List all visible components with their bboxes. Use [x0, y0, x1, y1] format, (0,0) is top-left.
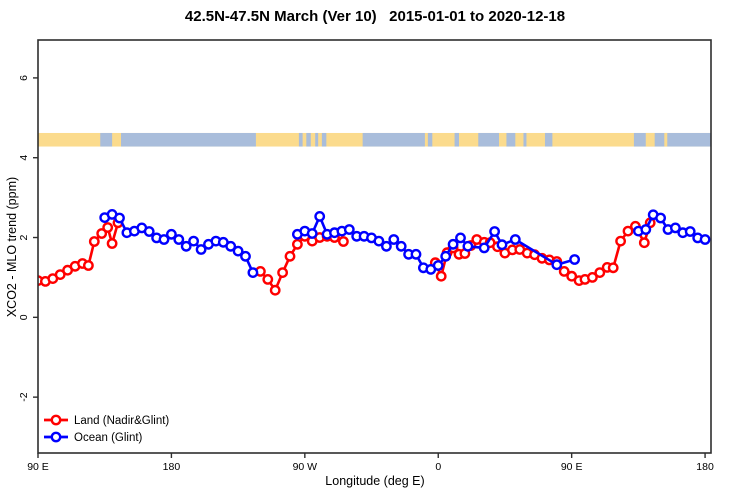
- band-ocean-segment: [321, 132, 327, 147]
- data-point-ocean: [240, 250, 251, 262]
- data-point-land: [277, 267, 288, 278]
- data-point-ocean: [655, 212, 666, 224]
- band-ocean-segment: [633, 132, 711, 147]
- x-axis: 90 E 180 90 W 0 90 E 180: [27, 453, 714, 473]
- data-point-land: [262, 273, 274, 285]
- data-point-ocean: [455, 232, 466, 244]
- y-tick-label: 6: [18, 75, 30, 81]
- band-ocean-segment: [427, 132, 433, 147]
- data-point-ocean: [306, 228, 318, 239]
- data-point-ocean: [388, 234, 400, 245]
- y-tick-label: 0: [18, 314, 30, 320]
- band-land-patch: [645, 132, 655, 147]
- data-point-ocean: [373, 235, 385, 247]
- data-point-ocean: [114, 212, 125, 224]
- y-tick-label: -2: [18, 392, 30, 401]
- data-point-ocean: [314, 210, 326, 222]
- data-point-ocean: [496, 239, 508, 251]
- data-point-land: [96, 228, 108, 239]
- band-ocean-segment: [100, 132, 113, 147]
- data-point-ocean: [509, 234, 521, 245]
- data-point-ocean: [232, 245, 244, 257]
- data-point-ocean: [478, 242, 490, 254]
- series-ocean: [99, 208, 711, 278]
- data-point-ocean: [410, 248, 422, 260]
- chart-title: 42.5N-47.5N March (Ver 10) 2015-01-01 to…: [184, 8, 566, 25]
- band-ocean-segment: [544, 132, 553, 147]
- data-point-land: [607, 262, 619, 274]
- x-axis-label: Longitude (deg E): [325, 474, 425, 488]
- data-point-ocean: [158, 234, 170, 245]
- data-point-land: [54, 269, 66, 280]
- legend-marker-ocean: [50, 431, 62, 443]
- data-point-ocean: [173, 234, 185, 245]
- legend-label-ocean: Ocean (Glint): [74, 432, 143, 444]
- data-point-land: [106, 238, 118, 249]
- data-point-land: [102, 222, 114, 233]
- band-land-patch: [664, 132, 668, 147]
- legend-marker-land: [50, 414, 62, 426]
- data-point-land: [587, 271, 598, 283]
- x-tick-label: 180: [163, 461, 181, 473]
- data-point-ocean: [143, 226, 155, 237]
- band-ocean-segment: [362, 132, 425, 147]
- band-ocean-segment: [298, 132, 303, 147]
- data-point-ocean: [551, 259, 563, 271]
- data-point-land: [566, 270, 578, 282]
- data-point-land: [88, 236, 100, 247]
- plot-border: [37, 39, 712, 454]
- data-point-ocean: [432, 260, 444, 271]
- band-ocean-segment: [306, 132, 311, 147]
- data-point-land: [83, 260, 94, 271]
- data-point-ocean: [225, 240, 237, 252]
- band-ocean-segment: [523, 132, 527, 147]
- data-point-ocean: [247, 267, 259, 278]
- band-ocean-segment: [478, 132, 500, 147]
- data-point-ocean: [699, 234, 711, 245]
- data-point-land: [284, 250, 296, 262]
- data-point-land: [638, 237, 650, 249]
- data-point-ocean: [462, 240, 474, 252]
- y-axis-label: XCO2 - MLO trend (ppm): [5, 176, 19, 318]
- data-point-ocean: [165, 228, 177, 240]
- x-tick-label: 90 E: [27, 461, 49, 473]
- data-point-land: [269, 284, 281, 296]
- legend-label-land: Land (Nadir&Glint): [74, 415, 169, 427]
- band-ocean-segment: [315, 132, 319, 147]
- data-point-ocean: [343, 224, 355, 235]
- data-point-ocean: [395, 240, 407, 252]
- data-point-land: [594, 267, 606, 278]
- data-point-ocean: [380, 240, 392, 252]
- data-point-ocean: [195, 244, 207, 255]
- data-point-ocean: [188, 235, 200, 247]
- x-tick-label: 180: [696, 461, 714, 473]
- data-point-ocean: [569, 254, 580, 265]
- x-tick-label: 90 E: [561, 461, 583, 473]
- data-point-land: [615, 235, 626, 247]
- band-ocean-segment: [454, 132, 459, 147]
- data-point-land: [337, 236, 349, 247]
- map-band: [38, 132, 711, 147]
- data-point-land: [435, 270, 447, 282]
- y-axis: -2 0 2 4 6: [18, 75, 38, 402]
- data-point-ocean: [670, 222, 681, 234]
- band-ocean-segment: [121, 132, 256, 147]
- data-point-ocean: [640, 224, 652, 235]
- data-point-ocean: [489, 226, 500, 237]
- data-point-ocean: [440, 250, 452, 262]
- data-point-land: [558, 265, 570, 277]
- x-tick-label: 90 W: [293, 461, 318, 473]
- data-point-ocean: [180, 240, 192, 252]
- data-point-ocean: [447, 238, 459, 250]
- data-point-land: [622, 225, 634, 237]
- y-tick-label: 2: [18, 234, 30, 240]
- y-tick-label: 4: [18, 155, 30, 161]
- data-point-land: [291, 238, 303, 250]
- data-point-ocean: [684, 226, 696, 237]
- x-tick-label: 0: [435, 461, 441, 473]
- band-ocean-segment: [506, 132, 516, 147]
- legend: Land (Nadir&Glint) Ocean (Glint): [44, 414, 169, 444]
